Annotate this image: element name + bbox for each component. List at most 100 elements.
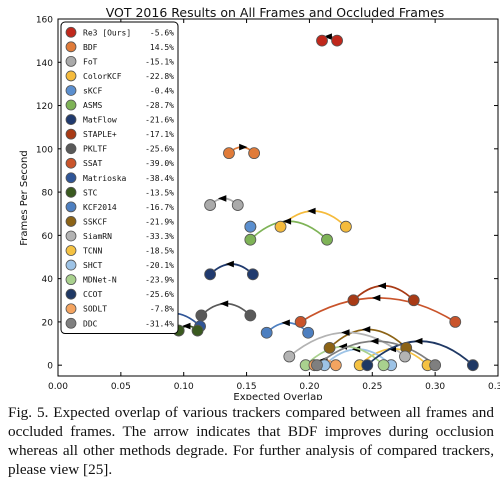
legend-change: -21.6% [145,116,174,125]
legend-change: -0.4% [150,86,174,95]
point-occluded-frames [204,268,217,281]
arrow-head [371,294,381,302]
point-all-frames [321,233,333,246]
point-all-frames [191,324,204,337]
legend-marker [65,114,77,125]
legend-marker [65,288,77,300]
legend-change: 14.5% [150,43,174,52]
x-tick-label: 0.00 [48,382,68,392]
arrow-head [225,260,234,268]
legend-label: SSKCF [83,217,107,226]
point-occluded-frames [248,147,261,160]
legend-label: Matrioska [83,174,127,183]
chart: VOT 2016 Results on All Frames and Occlu… [19,5,500,400]
point-all-frames [399,350,411,363]
point-all-frames [302,326,315,339]
legend-change: -23.9% [145,276,174,285]
legend-label: STC [83,188,98,197]
arrow-head [414,337,423,345]
series-points [140,34,479,372]
arrow-head [182,322,191,330]
figure-caption: Fig. 5. Expected overlap of various trac… [8,404,494,478]
legend-label: TCNN [83,247,102,256]
legend-change: -28.7% [145,101,174,110]
x-tick-label: 0.25 [362,382,382,392]
y-tick-label: 60 [42,232,54,242]
legend-marker [65,317,77,329]
legend-label: SHCT [83,261,102,270]
y-axis-label: Frames Per Second [19,150,30,245]
arrow-head [219,300,229,307]
legend-change: -17.1% [145,130,174,139]
point-all-frames [429,359,442,372]
legend-change: -15.1% [145,57,174,66]
y-tick-label: 100 [36,145,53,155]
y-tick-label: 80 [42,189,54,199]
legend-change: -7.8% [150,305,174,314]
y-tick-label: 20 [42,318,54,328]
legend-label: CCOT [83,290,102,299]
legend-label: FoT [83,57,98,66]
legend-change: -33.3% [145,232,174,241]
x-tick-label: 0.30 [425,382,445,392]
legend-change: -25.6% [145,145,174,154]
y-tick-label: 0 [47,362,53,372]
point-occluded-frames [311,359,323,372]
point-occluded-frames [204,199,217,211]
legend-change: -39.0% [145,159,174,168]
legend-marker [65,201,77,213]
legend-marker [65,216,77,227]
legend-change: -18.5% [145,247,174,256]
point-all-frames [331,34,343,47]
legend-marker [65,303,77,315]
legend-change: -25.6% [145,290,174,299]
legend-label: Re3 [Ours] [83,28,131,37]
point-all-frames [339,220,352,233]
legend-marker [65,230,77,242]
point-all-frames [223,147,235,160]
point-all-frames [377,359,390,372]
arrow-head [217,195,227,202]
y-axis: 0 20 40 60 80 100 120 140 160 [36,16,498,372]
legend-label: SSAT [83,159,102,168]
legend-label: SiamRN [83,232,112,241]
legend-label: STAPLE+ [83,130,117,139]
point-occluded-frames [361,359,374,372]
y-tick-label: 120 [36,102,53,112]
point-occluded-frames [260,326,273,339]
point-occluded-frames [283,350,296,363]
legend-change: -16.7% [145,203,174,212]
y-tick-label: 140 [36,59,53,69]
legend-marker [65,26,77,38]
x-axis: 0.00 0.05 0.10 0.15 0.20 0.25 0.30 0.35 [48,19,500,392]
legend-marker [65,186,77,198]
arrow-head [323,33,332,40]
point-all-frames [466,359,479,372]
point-all-frames [407,294,420,307]
legend-box [60,21,179,335]
legend-change: -22.8% [145,72,174,81]
point-occluded-frames [195,309,208,322]
legend-label: DDC [83,319,98,328]
point-occluded-frames [323,341,336,354]
legend-label: PKLTF [83,145,107,154]
point-occluded-frames [347,294,360,307]
arrow-head [361,326,371,333]
arrow-head [281,319,290,327]
legend-label: ASMS [83,101,102,110]
y-tick-label: 40 [42,275,54,285]
legend-marker [65,70,77,82]
x-tick-label: 0.05 [111,382,131,392]
legend-marker [65,99,77,111]
legend: Re3 [Ours] -5.6% BDF 14.5% FoT -15.1% ColorKCF… [60,21,179,335]
x-tick-label: 0.15 [237,382,257,392]
legend-label: BDF [83,43,98,52]
point-occluded-frames [316,34,328,47]
legend-marker [65,157,77,169]
legend-change: -20.1% [145,261,174,270]
legend-change: -38.4% [145,174,174,183]
arrow-head [341,329,350,336]
point-all-frames [244,309,257,322]
legend-change: -13.5% [145,188,174,197]
legend-label: ColorKCF [83,72,122,81]
